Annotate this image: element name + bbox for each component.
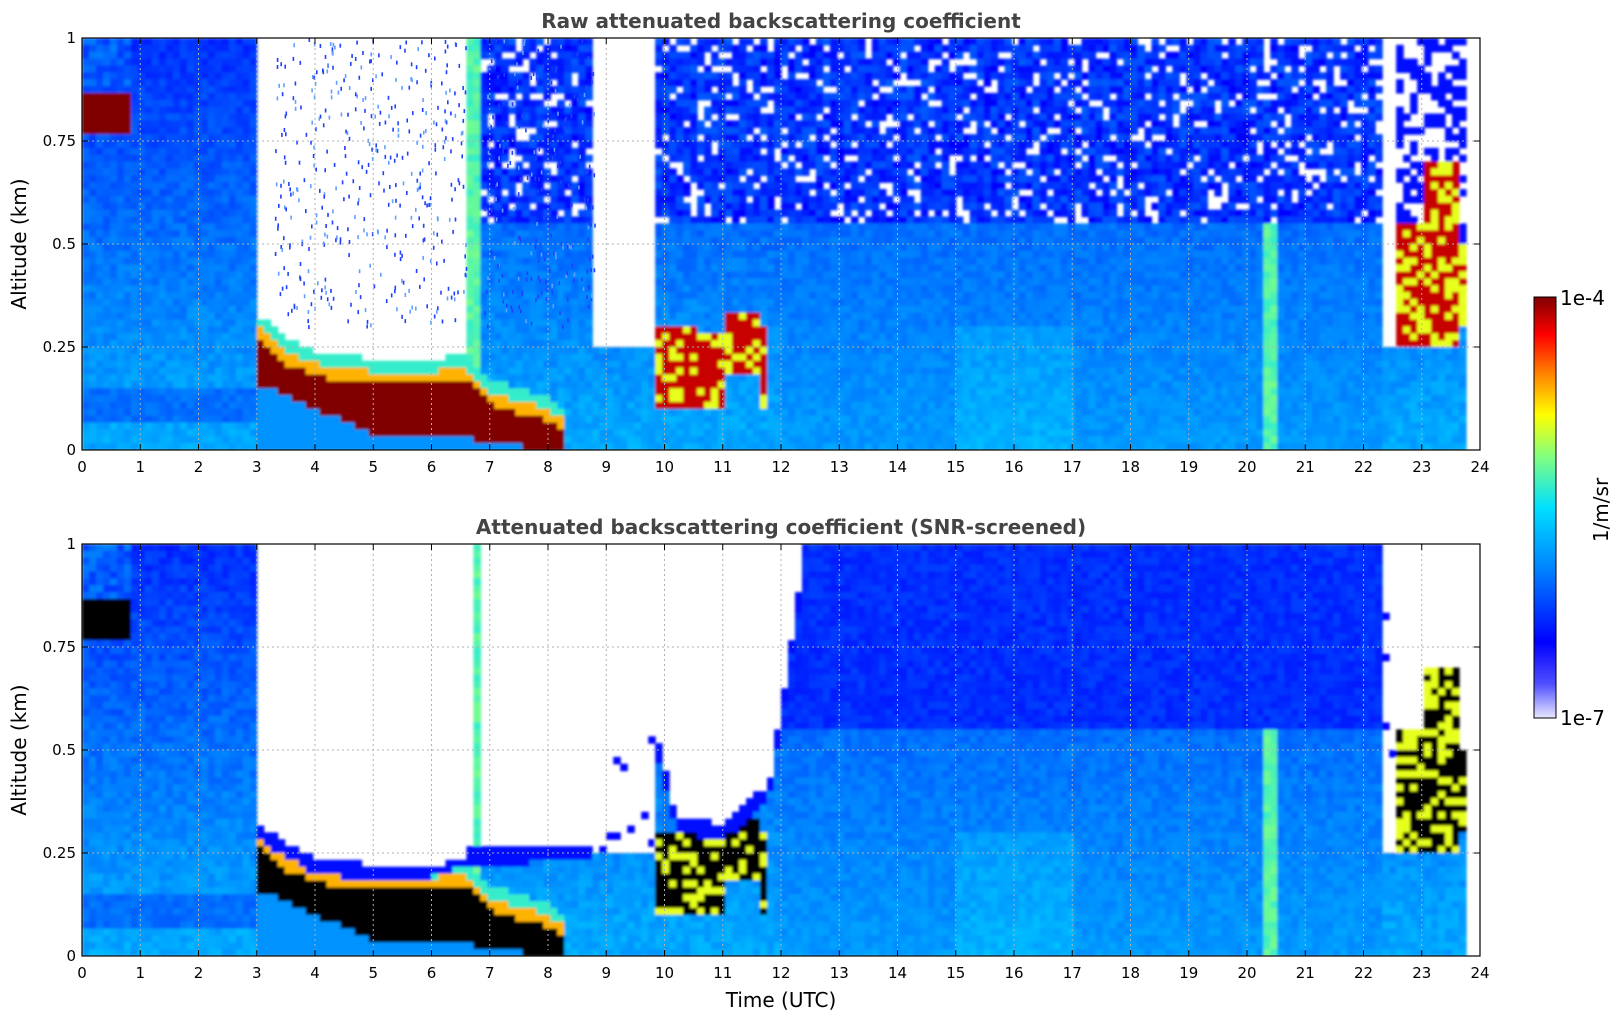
- y-tick-label: 0.5: [52, 235, 76, 253]
- y-tick-label: 1: [66, 535, 76, 553]
- y-tick-label: 0.5: [52, 741, 76, 759]
- y-tick-label: 0.25: [43, 844, 76, 862]
- x-tick-label: 6: [427, 458, 437, 476]
- x-tick-label: 7: [485, 964, 495, 982]
- x-tick-label: 16: [1004, 458, 1023, 476]
- panel-screened-x-ticks: 0 1 2 3 4 5 6 7 8 9 10 11 12 13 14 15 16 17 18 19 20 21 22 23 24: [77, 544, 1490, 982]
- y-tick-label: 0: [66, 947, 76, 965]
- x-tick-label: 3: [252, 458, 262, 476]
- colorbar-max-label: 1e-4: [1560, 286, 1605, 310]
- x-tick-label: 20: [1237, 964, 1256, 982]
- colorbar-gradient: [1533, 296, 1557, 719]
- y-tick-label: 0.25: [43, 338, 76, 356]
- x-tick-label: 21: [1296, 458, 1315, 476]
- x-tick-label: 22: [1354, 458, 1373, 476]
- x-tick-label: 13: [830, 458, 849, 476]
- y-tick-label: 1: [66, 29, 76, 47]
- x-tick-label: 10: [655, 964, 674, 982]
- x-tick-label: 23: [1412, 964, 1431, 982]
- x-tick-label: 5: [368, 964, 378, 982]
- panel-screened-heatmap: [82, 544, 1467, 956]
- x-tick-label: 19: [1179, 458, 1198, 476]
- x-tick-label: 4: [310, 964, 320, 982]
- x-tick-label: 1: [135, 458, 145, 476]
- x-tick-label: 23: [1412, 458, 1431, 476]
- panel-raw: Raw attenuated backscattering coefficien…: [7, 9, 1490, 476]
- x-tick-label: 0: [77, 458, 87, 476]
- x-tick-label: 24: [1470, 458, 1489, 476]
- x-tick-label: 15: [946, 458, 965, 476]
- x-tick-label: 18: [1121, 458, 1140, 476]
- x-tick-label: 4: [310, 458, 320, 476]
- x-tick-label: 3: [252, 964, 262, 982]
- panel-raw-title: Raw attenuated backscattering coefficien…: [541, 9, 1021, 33]
- x-tick-label: 2: [194, 964, 204, 982]
- panel-raw-grid: [82, 38, 1480, 450]
- panel-screened-grid: [82, 544, 1480, 956]
- x-tick-label: 9: [601, 458, 611, 476]
- panel-raw-y-ticks: 0 0.25 0.5 0.75 1: [43, 29, 1480, 459]
- panel-screened-y-ticks: 0 0.25 0.5 0.75 1: [43, 535, 1480, 965]
- x-tick-label: 14: [888, 458, 907, 476]
- panel-screened-xlabel: Time (UTC): [725, 988, 837, 1012]
- x-tick-label: 8: [543, 458, 553, 476]
- x-tick-label: 12: [771, 964, 790, 982]
- x-tick-label: 12: [771, 458, 790, 476]
- x-tick-label: 14: [888, 964, 907, 982]
- panel-screened-title: Attenuated backscattering coefficient (S…: [476, 515, 1086, 539]
- x-tick-label: 18: [1121, 964, 1140, 982]
- x-tick-label: 7: [485, 458, 495, 476]
- x-tick-label: 0: [77, 964, 87, 982]
- x-tick-label: 15: [946, 964, 965, 982]
- x-tick-label: 2: [194, 458, 204, 476]
- x-tick-label: 17: [1063, 458, 1082, 476]
- x-tick-label: 10: [655, 458, 674, 476]
- x-tick-label: 1: [135, 964, 145, 982]
- x-tick-label: 24: [1470, 964, 1489, 982]
- panel-raw-ylabel: Altitude (km): [7, 178, 31, 309]
- x-tick-label: 9: [601, 964, 611, 982]
- x-tick-label: 21: [1296, 964, 1315, 982]
- x-tick-label: 11: [713, 458, 732, 476]
- colorbar-unit-label: 1/m/sr: [1589, 477, 1613, 542]
- x-tick-label: 6: [427, 964, 437, 982]
- x-tick-label: 16: [1004, 964, 1023, 982]
- x-tick-label: 22: [1354, 964, 1373, 982]
- x-tick-label: 17: [1063, 964, 1082, 982]
- x-tick-label: 19: [1179, 964, 1198, 982]
- y-tick-label: 0.75: [43, 638, 76, 656]
- panel-raw-heatmap: [82, 38, 1467, 450]
- colorbar: 1e-4 1e-7 1/m/sr: [1533, 286, 1613, 730]
- y-tick-label: 0: [66, 441, 76, 459]
- x-tick-label: 8: [543, 964, 553, 982]
- colorbar-min-label: 1e-7: [1560, 706, 1605, 730]
- panel-raw-x-ticks: 0 1 2 3 4 5 6 7 8 9 10 11 12 13 14 15 16 17 18 19 20 21 22 23 24: [77, 38, 1490, 476]
- x-tick-label: 5: [368, 458, 378, 476]
- panel-screened-ylabel: Altitude (km): [7, 684, 31, 815]
- x-tick-label: 13: [830, 964, 849, 982]
- panel-screened: Attenuated backscattering coefficient (S…: [7, 515, 1490, 1012]
- x-tick-label: 20: [1237, 458, 1256, 476]
- y-tick-label: 0.75: [43, 132, 76, 150]
- x-tick-label: 11: [713, 964, 732, 982]
